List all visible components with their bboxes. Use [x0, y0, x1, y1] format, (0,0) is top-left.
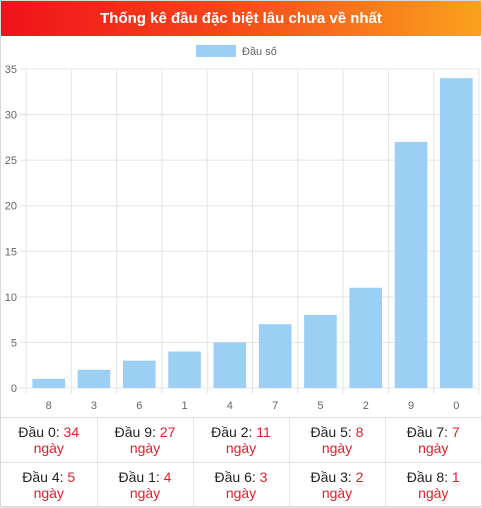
widget-title: Thống kê đầu đặc biệt lâu chưa về nhất	[1, 1, 481, 36]
y-tick-label: 10	[5, 292, 17, 304]
bar-5[interactable]	[304, 315, 337, 388]
stat-value: 27	[159, 424, 176, 440]
stat-unit: ngày	[321, 485, 353, 501]
stat-value: 4	[163, 469, 172, 485]
legend-swatch	[196, 45, 236, 57]
stat-label: Đầu 9:	[114, 424, 160, 440]
stat-unit: ngày	[129, 485, 161, 501]
y-tick-label: 35	[5, 64, 17, 76]
stat-cell: Đầu 6: 3 ngày	[192, 462, 290, 508]
stat-unit: ngày	[321, 440, 353, 456]
bar-chart: Đầu số 0 5 10 15 20 25 30 35 8 3 6 1 4 7 5 2 9 0	[5, 45, 480, 412]
x-tick-label: 9	[408, 400, 414, 412]
stat-cell: Đầu 0: 34 ngày	[1, 417, 98, 463]
x-tick-label: 8	[46, 400, 52, 412]
stat-unit: ngày	[225, 440, 257, 456]
stat-value: 11	[256, 424, 271, 440]
x-tick-label: 1	[181, 400, 187, 412]
y-tick-label: 0	[11, 383, 17, 395]
x-tick-label: 2	[363, 400, 369, 412]
stat-value: 3	[259, 469, 268, 485]
y-axis-labels: 0 5 10 15 20 25 30 35	[5, 64, 17, 395]
chart-bars	[32, 78, 473, 388]
y-tick-label: 30	[5, 110, 17, 122]
bar-4[interactable]	[213, 342, 247, 388]
stat-unit: ngày	[129, 440, 161, 456]
chart-grid	[20, 68, 480, 394]
stat-cell: Đầu 1: 4 ngày	[96, 462, 194, 508]
stat-value: 2	[355, 469, 364, 485]
stat-cell: Đầu 9: 27 ngày	[96, 417, 194, 463]
stat-cell: Đầu 7: 7 ngày	[384, 417, 481, 463]
bar-1[interactable]	[168, 351, 201, 388]
stats-row: Đầu 4: 5 ngày Đầu 1: 4 ngày Đầu 6: 3 ngày Đầu …	[1, 462, 481, 508]
stat-label: Đầu 8:	[406, 469, 452, 485]
x-tick-label: 0	[453, 400, 459, 412]
stat-value: 7	[451, 424, 460, 440]
bar-2[interactable]	[349, 287, 383, 388]
bar-9[interactable]	[394, 141, 428, 388]
stat-value: 1	[451, 469, 460, 485]
stat-label: Đầu 6:	[214, 469, 260, 485]
stat-unit: ngày	[418, 440, 449, 456]
x-axis-labels: 8 3 6 1 4 7 5 2 9 0	[46, 400, 460, 412]
stat-value: 34	[63, 424, 80, 440]
stats-row: Đầu 0: 34 ngày Đầu 9: 27 ngày Đầu 2: 11 ngày Đ…	[1, 417, 481, 463]
x-tick-label: 3	[91, 400, 97, 412]
bar-3[interactable]	[77, 369, 111, 388]
stat-unit: ngày	[33, 485, 64, 501]
bar-6[interactable]	[122, 360, 156, 388]
x-tick-label: 7	[272, 400, 278, 412]
stat-unit: ngày	[225, 485, 257, 501]
stats-table: Đầu 0: 34 ngày Đầu 9: 27 ngày Đầu 2: 11 ngày Đ…	[1, 417, 481, 508]
stat-cell: Đầu 5: 8 ngày	[288, 417, 386, 463]
stat-value: 5	[67, 469, 76, 485]
stat-label: Đầu 1:	[118, 469, 164, 485]
y-tick-label: 15	[5, 246, 17, 258]
stat-label: Đầu 4:	[22, 469, 68, 485]
x-tick-label: 4	[227, 400, 233, 412]
legend-label: Đầu số	[242, 46, 277, 58]
stat-label: Đầu 5:	[310, 424, 356, 440]
stat-label: Đầu 2:	[211, 424, 257, 440]
bar-8[interactable]	[32, 378, 65, 388]
y-tick-label: 20	[5, 201, 17, 213]
bar-0[interactable]	[440, 78, 473, 388]
x-tick-label: 5	[317, 400, 323, 412]
y-tick-label: 5	[11, 337, 17, 349]
x-tick-label: 6	[136, 400, 142, 412]
stat-unit: ngày	[33, 440, 64, 456]
stat-label: Đầu 7:	[406, 424, 452, 440]
stat-label: Đầu 3:	[310, 469, 356, 485]
stat-cell: Đầu 8: 1 ngày	[384, 462, 481, 508]
stat-label: Đầu 0:	[18, 424, 64, 440]
stat-cell: Đầu 3: 2 ngày	[288, 462, 386, 508]
y-tick-label: 25	[5, 155, 17, 167]
chart-legend[interactable]: Đầu số	[196, 45, 277, 58]
stat-cell: Đầu 4: 5 ngày	[1, 462, 98, 508]
stat-unit: ngày	[418, 485, 449, 501]
stat-value: 8	[355, 424, 364, 440]
bar-7[interactable]	[258, 324, 292, 388]
stat-cell: Đầu 2: 11 ngày	[192, 417, 290, 463]
